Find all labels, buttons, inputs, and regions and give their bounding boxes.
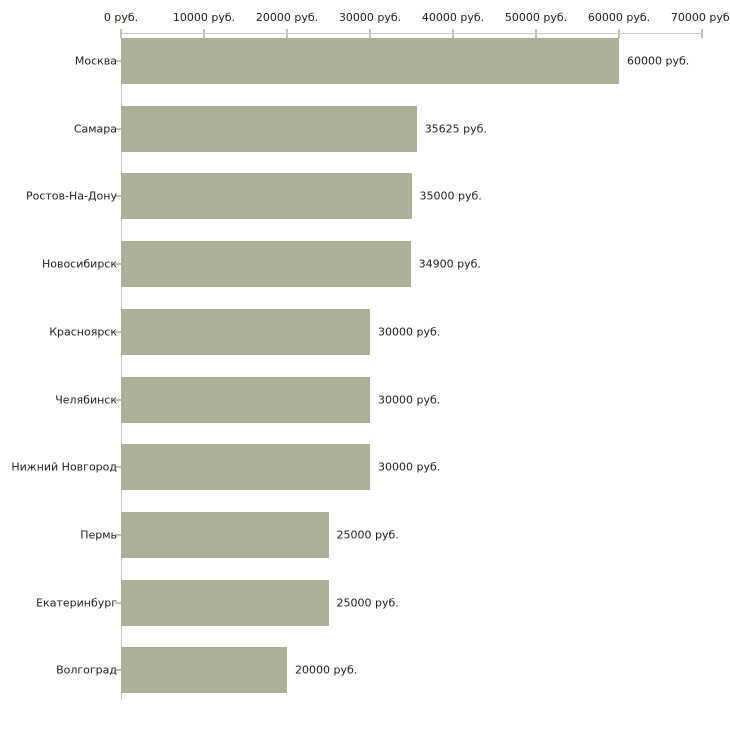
bar [121,444,370,491]
value-label: 30000 руб. [378,393,441,406]
y-axis-line [121,33,122,700]
category-label: Ростов-На-Дону [25,189,117,203]
value-label: 30000 руб. [378,325,441,339]
bar [121,647,287,694]
x-axis-tick-label: 60000 руб. [587,11,651,24]
bar [121,38,619,84]
category-label: Самара [73,122,117,136]
category-label: Нижний Новгород [11,460,117,474]
x-axis-tick-label: 40000 руб. [421,11,485,24]
value-label: 60000 руб. [627,54,690,68]
bar [121,579,329,626]
category-label: Красноярск [49,325,117,339]
category-label: Волгоград [56,663,117,677]
y-axis-tick-mark [115,60,122,62]
y-axis-tick-mark [115,466,122,469]
bar [121,105,417,152]
bar [121,173,412,220]
value-label: 34900 руб. [418,257,481,271]
x-axis-tick-label: 70000 руб. [670,11,730,24]
x-axis-tick-label: 50000 руб. [504,11,568,24]
category-label: Новосибирск [41,257,117,271]
value-label: 35625 руб. [424,122,487,136]
value-label: 35000 руб. [419,189,482,203]
category-label: Челябинск [55,393,117,406]
category-label: Екатеринбург [36,596,117,610]
value-label: 25000 руб. [336,528,399,542]
category-label: Москва [74,54,117,68]
x-axis-tick-mark [701,29,703,38]
y-axis-tick-mark [115,533,122,536]
y-axis-tick-mark [115,669,122,672]
value-label: 20000 руб. [295,663,358,677]
bar [121,376,370,423]
bar [121,511,329,558]
bar [121,308,370,355]
y-axis-tick-mark [115,398,122,401]
x-axis-tick-label: 0 руб. [103,11,139,24]
x-axis-tick-label: 20000 руб. [255,11,319,24]
value-label: 30000 руб. [378,460,441,474]
x-axis-tick-label: 10000 руб. [172,11,236,24]
y-axis-tick-mark [115,127,122,130]
y-axis-tick-mark [115,601,122,604]
category-label: Пермь [80,528,117,542]
x-axis-tick-label: 30000 руб. [338,11,402,24]
y-axis-tick-mark [115,263,122,266]
x-axis-line [121,33,702,34]
y-axis-tick-mark [115,195,122,198]
y-axis-tick-mark [115,330,122,333]
value-label: 25000 руб. [336,596,399,610]
bar [121,241,411,288]
